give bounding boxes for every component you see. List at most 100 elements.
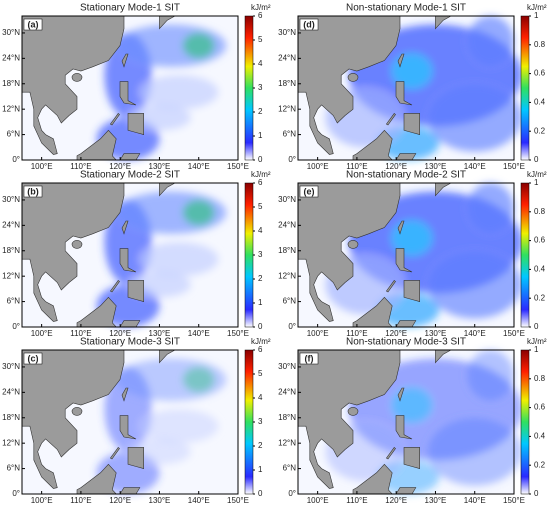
panel-title: Non-stationary Mode-2 SIT (346, 170, 466, 181)
lon-tick-label: 120°E (385, 329, 407, 338)
lat-tick-label: 30°N (2, 28, 20, 37)
colorbar-tick-label: 2 (258, 107, 263, 116)
lon-tick-label: 110°E (346, 329, 367, 338)
lat-tick-label: 12°N (278, 271, 296, 280)
lat-tick-label: 30°N (278, 28, 296, 37)
map-panel: Stationary Mode-1 SIT (a) 0° 6°N 12°N 18°N 24°… (2, 3, 271, 171)
lon-tick-label: 120°E (109, 162, 131, 171)
map-panel: Non-stationary Mode-1 SIT (d) 0° 6°N 12°N 18°… (278, 3, 547, 171)
field-patch (183, 366, 215, 393)
lat-tick-label: 24°N (278, 387, 296, 396)
field-patch (427, 417, 522, 486)
panel-title: Stationary Mode-3 SIT (80, 337, 180, 348)
lat-tick-label: 0° (12, 489, 20, 498)
map-panel: Non-stationary Mode-2 SIT (e) 0° 6°N 12°N 18°… (278, 170, 547, 338)
colorbar-tick-label: 5 (258, 202, 263, 211)
lon-tick-label: 140°E (464, 329, 486, 338)
colorbar (244, 15, 254, 161)
lon-tick-label: 100°E (307, 496, 329, 505)
colorbar-tick-label: 0 (534, 489, 539, 498)
colorbar-tick-label: 0.4 (534, 98, 546, 107)
lat-tick-label: 0° (12, 155, 20, 164)
lat-tick-label: 24°N (278, 53, 296, 62)
lat-tick-label: 0° (12, 322, 20, 331)
lat-tick-label: 0° (288, 155, 296, 164)
map-frame (21, 349, 239, 495)
lon-tick-label: 150°E (227, 329, 249, 338)
lat-tick-label: 18°N (278, 246, 296, 255)
colorbar-tick-label: 0 (534, 155, 539, 164)
colorbar-tick-label: 0.6 (534, 69, 546, 78)
panel-label-box (299, 352, 319, 365)
lat-tick-label: 12°N (2, 438, 20, 447)
field-patch (427, 83, 522, 152)
map-frame (297, 349, 515, 495)
colorbar-tick-label: 2 (258, 274, 263, 283)
colorbar-tick-label: 1 (534, 178, 539, 187)
lat-tick-label: 6°N (283, 464, 297, 473)
colorbar-tick-label: 4 (258, 226, 263, 235)
lon-tick-label: 120°E (109, 496, 131, 505)
lon-tick-label: 100°E (31, 496, 53, 505)
field-patch (139, 409, 219, 444)
colorbar-tick-label: 1 (258, 131, 263, 140)
field-patch (392, 221, 432, 255)
colorbar-tick-label: 4 (258, 59, 263, 68)
panel-label: (b) (27, 186, 39, 196)
lon-tick-label: 150°E (503, 162, 525, 171)
lat-tick-label: 12°N (2, 271, 20, 280)
colorbar-tick-label: 3 (258, 250, 263, 259)
colorbar-unit: kJ/m² (251, 3, 271, 12)
colorbar-tick-label: 3 (258, 417, 263, 426)
lon-tick-label: 110°E (346, 162, 367, 171)
colorbar (520, 349, 530, 495)
lon-tick-label: 140°E (188, 329, 210, 338)
field-patch (392, 388, 432, 423)
map-frame (21, 182, 239, 328)
map-panel: Stationary Mode-3 SIT (c) 0° 6°N 12°N 18°N 24°… (2, 337, 271, 505)
colorbar-unit: kJ/m² (527, 3, 547, 12)
panel-title: Non-stationary Mode-3 SIT (346, 337, 466, 348)
lat-tick-label: 12°N (2, 104, 20, 113)
lat-tick-label: 6°N (7, 130, 21, 139)
map-panel: Stationary Mode-2 SIT (b) 0° 6°N 12°N 18°N 24°… (2, 170, 271, 338)
lon-tick-label: 130°E (149, 162, 171, 171)
lat-tick-label: 24°N (2, 53, 20, 62)
panel-label-box (23, 352, 43, 365)
colorbar-tick-label: 0 (258, 155, 263, 164)
panel-label: (e) (304, 186, 315, 196)
lon-tick-label: 140°E (464, 496, 486, 505)
lat-tick-label: 18°N (2, 413, 20, 422)
colorbar-tick-label: 5 (258, 369, 263, 378)
field-patch (183, 199, 215, 226)
lon-tick-label: 150°E (227, 162, 249, 171)
lon-tick-label: 140°E (464, 162, 486, 171)
field-patch (427, 250, 522, 319)
colorbar-tick-label: 0.8 (534, 207, 546, 216)
lon-tick-label: 120°E (109, 329, 131, 338)
field-patch (466, 16, 514, 67)
colorbar-unit: kJ/m² (527, 170, 547, 179)
field (96, 358, 227, 494)
colorbar-tick-label: 1 (534, 11, 539, 20)
lat-tick-label: 24°N (2, 387, 20, 396)
colorbar-tick-label: 5 (258, 35, 263, 44)
lon-tick-label: 110°E (70, 496, 91, 505)
field-patch (183, 32, 215, 59)
lon-tick-label: 150°E (503, 329, 525, 338)
lat-tick-label: 6°N (7, 464, 21, 473)
panel-label-box (299, 18, 319, 31)
lon-tick-label: 150°E (227, 496, 249, 505)
colorbar-tick-label: 0.8 (534, 374, 546, 383)
colorbar-tick-label: 0.6 (534, 236, 546, 245)
panel-label: (c) (28, 353, 39, 363)
map-frame (297, 15, 515, 161)
lon-tick-label: 110°E (346, 496, 367, 505)
colorbar-unit: kJ/m² (251, 170, 271, 179)
panel-label: (f) (305, 353, 314, 363)
colorbar-tick-label: 6 (258, 178, 263, 187)
lat-tick-label: 24°N (2, 220, 20, 229)
panel-label-box (299, 185, 319, 198)
field-patch (139, 75, 219, 110)
